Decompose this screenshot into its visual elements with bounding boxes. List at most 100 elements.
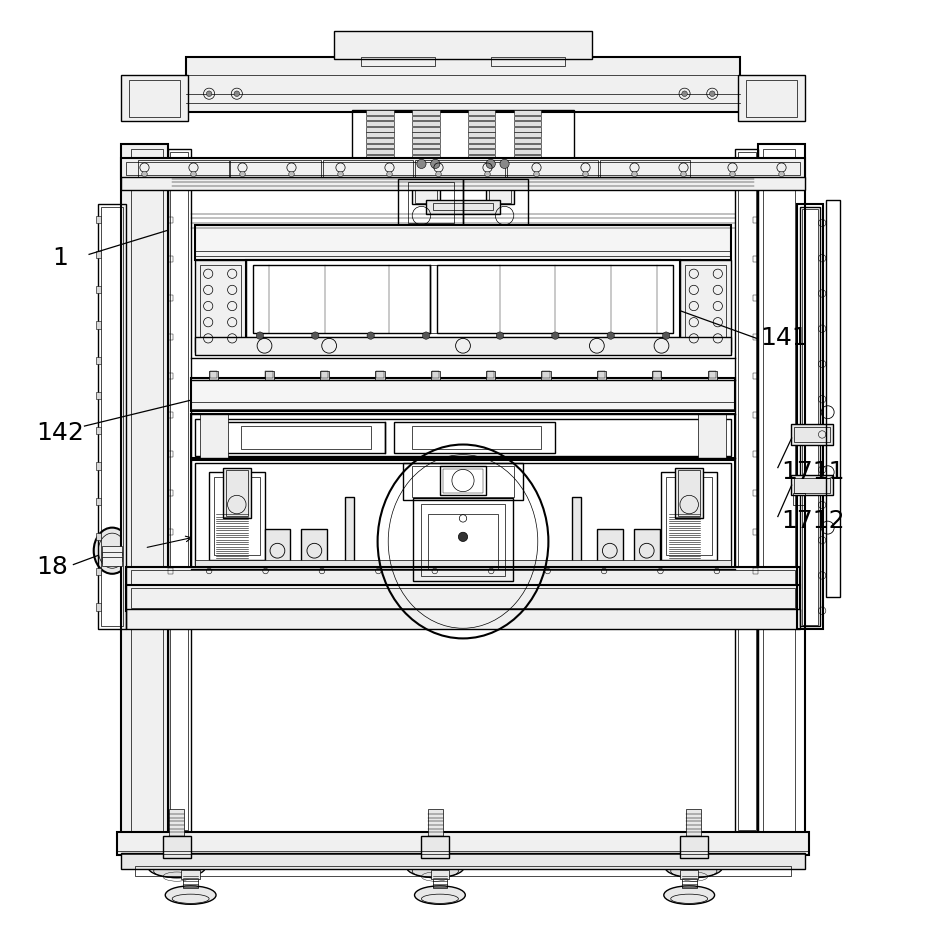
Bar xyxy=(412,155,440,159)
Bar xyxy=(735,149,758,832)
Bar xyxy=(168,373,173,379)
Bar xyxy=(415,160,506,177)
Bar xyxy=(96,568,101,575)
Bar xyxy=(96,497,101,505)
Ellipse shape xyxy=(165,886,216,905)
Bar xyxy=(168,218,173,223)
Bar xyxy=(253,266,430,332)
Bar xyxy=(468,116,495,120)
Bar xyxy=(170,152,188,830)
Bar xyxy=(366,132,394,137)
Bar xyxy=(366,138,394,143)
Bar xyxy=(800,207,820,626)
Bar xyxy=(226,470,248,516)
Bar xyxy=(253,266,673,332)
Bar xyxy=(753,334,758,340)
Bar xyxy=(412,110,440,115)
Bar xyxy=(200,265,242,347)
Bar xyxy=(753,295,758,301)
Bar xyxy=(398,179,463,227)
Bar xyxy=(344,497,354,562)
Bar xyxy=(678,470,700,516)
Bar xyxy=(487,370,494,378)
Bar xyxy=(763,149,795,832)
Bar xyxy=(432,370,439,378)
Bar xyxy=(572,497,582,562)
Bar xyxy=(121,75,188,121)
Bar xyxy=(214,477,260,556)
Bar xyxy=(753,490,758,495)
Bar xyxy=(126,568,800,588)
Bar xyxy=(666,477,712,556)
Circle shape xyxy=(607,332,615,339)
Bar xyxy=(753,530,758,535)
Bar xyxy=(421,504,505,576)
Circle shape xyxy=(206,91,212,96)
Bar xyxy=(195,560,731,569)
Bar xyxy=(366,149,394,154)
Bar xyxy=(210,370,218,378)
Bar xyxy=(738,152,756,830)
Text: 18: 18 xyxy=(36,556,69,580)
Bar xyxy=(126,609,800,629)
Bar xyxy=(680,260,731,352)
Bar xyxy=(376,370,383,378)
Circle shape xyxy=(422,332,430,339)
Bar xyxy=(684,265,726,347)
Bar xyxy=(708,370,716,378)
Bar xyxy=(412,166,440,205)
Circle shape xyxy=(417,159,426,169)
Bar xyxy=(96,357,101,364)
Bar xyxy=(412,121,440,126)
Bar xyxy=(168,334,173,340)
Bar xyxy=(121,177,805,190)
Bar xyxy=(129,80,181,117)
Bar xyxy=(753,218,758,223)
Bar xyxy=(468,155,495,159)
Bar xyxy=(352,110,574,168)
Bar xyxy=(403,463,523,500)
Bar xyxy=(168,451,173,457)
Bar xyxy=(597,370,607,380)
Bar xyxy=(195,463,731,565)
Text: 1711: 1711 xyxy=(782,460,845,484)
Bar xyxy=(320,370,328,378)
Bar xyxy=(121,853,805,870)
Text: 141: 141 xyxy=(760,326,808,350)
Bar xyxy=(102,546,122,556)
Circle shape xyxy=(436,171,442,177)
Circle shape xyxy=(431,159,440,169)
Bar xyxy=(131,149,163,832)
Bar xyxy=(433,203,493,210)
Bar xyxy=(421,836,449,858)
Bar xyxy=(652,370,661,380)
Bar xyxy=(413,498,513,582)
Circle shape xyxy=(367,332,374,339)
Bar xyxy=(96,462,101,469)
Bar xyxy=(753,569,758,574)
Bar xyxy=(319,370,329,380)
Circle shape xyxy=(682,91,687,96)
Bar xyxy=(514,127,542,131)
Bar xyxy=(168,412,173,418)
Bar xyxy=(753,451,758,457)
Bar xyxy=(96,604,101,611)
Bar xyxy=(412,426,542,449)
Bar xyxy=(597,530,622,567)
Circle shape xyxy=(484,171,490,177)
Bar xyxy=(242,426,370,449)
Bar xyxy=(826,200,840,597)
Text: 1712: 1712 xyxy=(782,509,845,533)
Bar xyxy=(543,370,550,378)
Bar xyxy=(745,80,797,117)
Bar xyxy=(412,160,440,165)
Ellipse shape xyxy=(407,857,464,878)
Bar xyxy=(163,836,191,858)
Circle shape xyxy=(387,171,393,177)
Bar xyxy=(169,809,184,837)
Bar xyxy=(794,427,831,442)
Bar xyxy=(468,127,495,131)
Bar xyxy=(600,160,690,177)
Bar xyxy=(431,870,449,880)
Bar xyxy=(168,149,191,832)
